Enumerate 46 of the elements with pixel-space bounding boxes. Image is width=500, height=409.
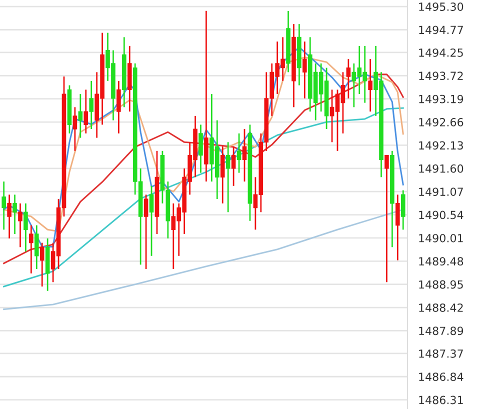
candlestick [24,202,28,252]
y-tick-label: 1494.77 [419,26,463,34]
y-tick-label: 1486.84 [419,372,464,382]
candlestick [29,224,34,274]
y-tick-label: 1488.95 [419,280,463,289]
y-tick-label: 1491.60 [419,164,464,173]
y-tick-label: 1490.54 [419,210,464,220]
candlestick [384,154,389,283]
y-tick-label: 1487.37 [419,349,463,358]
candlestick [231,146,236,187]
y-tick-label: 1487.89 [419,326,464,336]
candlestick [236,132,242,174]
y-tick-label: 1489.48 [419,257,464,266]
candlestick [242,128,247,182]
candlestick [226,141,230,213]
candlestick [34,224,39,270]
candlestick [78,93,83,138]
candlestick [396,194,400,261]
y-tick-label: 1491.07 [419,188,463,196]
candlestick [346,58,351,100]
candlestick [12,194,17,235]
candlestick [400,190,406,230]
y-tick-label: 1488.42 [419,303,463,312]
y-tick-label: 1490.01 [419,234,463,242]
y-tick-label: 1492.66 [419,118,464,126]
candlestick [368,58,372,112]
y-tick-label: 1492.13 [419,141,463,150]
y-tick-label: 1493.72 [419,72,463,80]
candlestick [144,194,148,270]
candlestick [40,242,44,288]
candlestick [149,185,154,257]
candlestick [116,80,121,134]
y-tick-label: 1495.30 [419,2,464,11]
candlestick [302,40,307,100]
candlestick [220,146,225,204]
y-tick-label: 1494.25 [419,48,463,57]
y-tick-label: 1493.19 [419,94,464,104]
y-tick-label: 1486.31 [419,396,463,404]
candlestick [72,106,78,152]
candlestick [84,88,88,134]
candlestick [89,80,94,130]
candlestick [198,124,203,174]
candlestick [18,202,22,248]
candlestick [2,180,6,230]
candlestick [7,194,12,240]
line-series [3,107,404,288]
